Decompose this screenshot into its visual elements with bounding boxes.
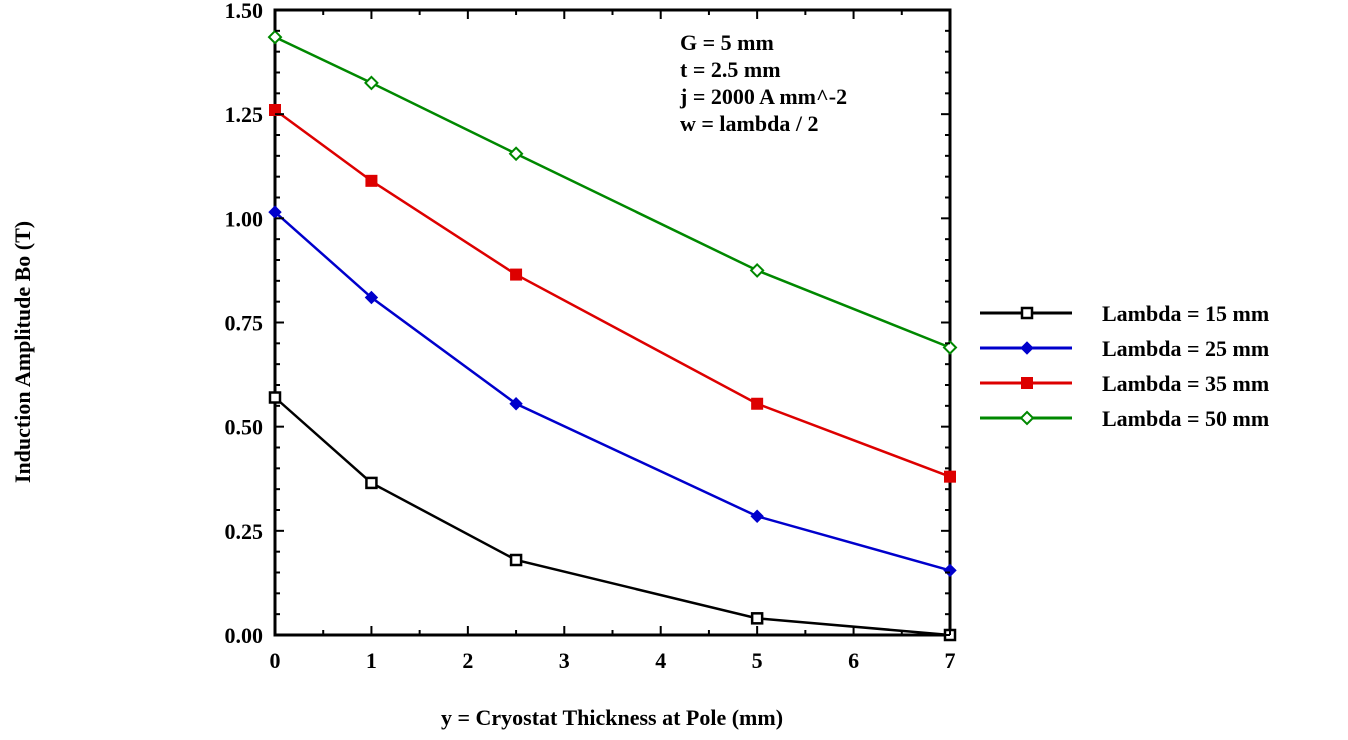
data-point [750, 612, 764, 625]
legend-item: Lambda = 50 mm [980, 406, 1269, 431]
data-point [365, 476, 378, 490]
annotation-line: w = lambda / 2 [680, 111, 818, 136]
legend-item: Lambda = 15 mm [980, 301, 1269, 326]
x-tick-label: 6 [848, 648, 859, 673]
data-point [509, 553, 523, 567]
x-tick-label: 2 [462, 648, 473, 673]
x-tick-label: 3 [559, 648, 570, 673]
data-point [364, 75, 379, 91]
series-3 [269, 104, 956, 483]
series-line [274, 396, 951, 637]
data-point [942, 340, 958, 355]
data-point [944, 470, 956, 483]
data-point [268, 391, 282, 404]
data-point [510, 268, 523, 281]
legend-marker [1020, 341, 1034, 355]
data-point [269, 104, 281, 116]
y-axis-title: Induction Amplitude Bo (T) [10, 221, 35, 483]
y-tick-label: 1.50 [225, 0, 264, 23]
legend-marker [1021, 377, 1033, 389]
data-point [751, 397, 764, 410]
annotation-line: t = 2.5 mm [680, 57, 781, 82]
y-tick-label: 0.00 [225, 623, 264, 648]
legend-marker [1019, 410, 1035, 426]
annotation-box: G = 5 mmt = 2.5 mmj = 2000 A mm^-2w = la… [679, 30, 847, 136]
legend-label: Lambda = 15 mm [1102, 301, 1269, 326]
legend: Lambda = 15 mm Lambda = 25 mm Lambda = 35 … [980, 301, 1269, 431]
legend-label: Lambda = 35 mm [1102, 371, 1269, 396]
legend-label: Lambda = 50 mm [1102, 406, 1269, 431]
y-tick-label: 1.25 [225, 102, 264, 127]
data-point [943, 563, 957, 578]
series-line [274, 211, 951, 572]
legend-label: Lambda = 25 mm [1102, 336, 1269, 361]
legend-item: Lambda = 25 mm [980, 336, 1269, 361]
y-tick-label: 0.50 [225, 415, 264, 440]
annotation-line: G = 5 mm [680, 30, 774, 55]
y-tick-label: 0.75 [225, 311, 264, 336]
data-point [365, 174, 378, 187]
series-1 [268, 391, 957, 642]
data-point [750, 509, 764, 523]
legend-marker [1020, 306, 1034, 320]
data-point [364, 290, 379, 305]
x-axis-title: y = Cryostat Thickness at Pole (mm) [441, 705, 783, 730]
x-tick-label: 7 [945, 648, 956, 673]
x-tick-label: 1 [366, 648, 377, 673]
series-4 [267, 29, 958, 355]
data-point [267, 29, 283, 45]
series-2 [268, 205, 957, 578]
data-point [749, 263, 765, 278]
series-line [274, 108, 951, 478]
y-tick-label: 1.00 [225, 206, 264, 231]
annotation-line: j = 2000 A mm^-2 [679, 84, 847, 109]
x-tick-label: 5 [752, 648, 763, 673]
data-point [508, 146, 524, 162]
data-point [509, 397, 523, 411]
x-tick-label: 0 [270, 648, 281, 673]
y-tick-label: 0.25 [225, 519, 264, 544]
legend-item: Lambda = 35 mm [980, 371, 1269, 396]
x-tick-label: 4 [655, 648, 666, 673]
